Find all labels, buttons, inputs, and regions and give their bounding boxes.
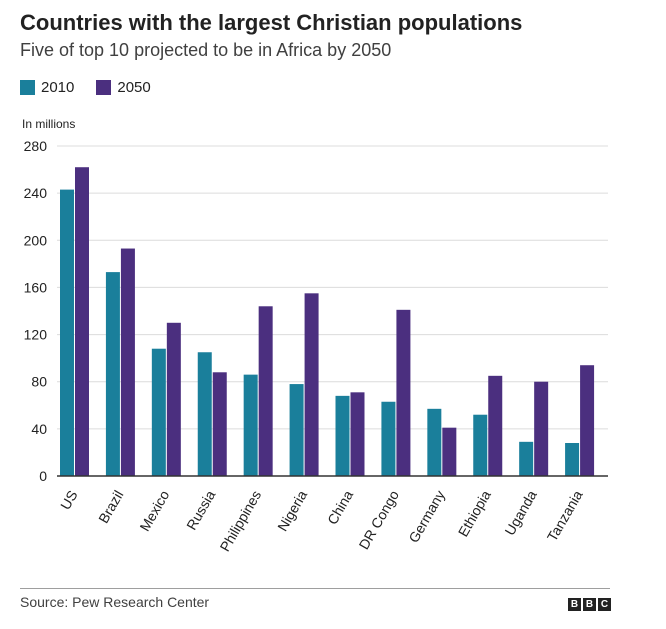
x-tick-label: US bbox=[57, 488, 81, 513]
bar-2010 bbox=[335, 395, 350, 476]
bbc-logo: B B C bbox=[566, 598, 611, 611]
bar-2050 bbox=[580, 365, 595, 476]
x-tick-label: Tanzania bbox=[544, 487, 586, 544]
y-axis-unit-label: In millions bbox=[22, 117, 76, 131]
x-tick-label: Mexico bbox=[136, 487, 172, 534]
bar-2010 bbox=[289, 384, 304, 476]
x-tick-label: Nigeria bbox=[274, 487, 310, 534]
y-tick-label: 240 bbox=[24, 185, 48, 201]
y-tick-label: 280 bbox=[24, 138, 48, 154]
y-tick-label: 40 bbox=[31, 421, 47, 437]
legend-label-2050: 2050 bbox=[117, 79, 151, 96]
bar-2010 bbox=[243, 374, 258, 476]
chart-subtitle: Five of top 10 projected to be in Africa… bbox=[20, 40, 392, 60]
bar-chart: 0 40 80 120 160 200 240 280 US Brazil Mexico Russia… bbox=[24, 138, 608, 555]
x-tick-label: Uganda bbox=[501, 487, 539, 538]
x-tick-label: Germany bbox=[405, 488, 448, 546]
bar-2050 bbox=[534, 381, 549, 476]
x-tick-label: China bbox=[324, 487, 356, 527]
bbc-logo-block: C bbox=[598, 598, 611, 611]
bar-2050 bbox=[350, 392, 365, 476]
bar-2050 bbox=[488, 375, 503, 476]
y-tick-label: 0 bbox=[39, 468, 47, 484]
x-tick-label: Brazil bbox=[95, 488, 126, 526]
legend-item-2010: 2010 bbox=[20, 79, 74, 96]
x-tick-label: Ethiopia bbox=[455, 487, 494, 539]
bar-2050 bbox=[396, 309, 411, 476]
y-tick-label: 120 bbox=[24, 327, 48, 343]
y-tick-label: 160 bbox=[24, 279, 48, 295]
bbc-logo-block: B bbox=[568, 598, 581, 611]
x-tick-label: Russia bbox=[183, 487, 218, 532]
bar-2010 bbox=[60, 189, 74, 476]
footer-divider bbox=[20, 588, 610, 589]
bar-2010 bbox=[565, 443, 580, 476]
bar-2050 bbox=[442, 427, 457, 476]
bar-2010 bbox=[381, 401, 396, 476]
bar-2010 bbox=[197, 352, 212, 476]
legend-swatch-2050 bbox=[96, 80, 112, 95]
source-note: Source: Pew Research Center bbox=[20, 594, 210, 610]
bar-2050 bbox=[212, 372, 227, 476]
bar-2010 bbox=[105, 272, 120, 476]
legend-label-2010: 2010 bbox=[41, 79, 75, 96]
legend-item-2050: 2050 bbox=[96, 79, 151, 96]
bar-2010 bbox=[427, 408, 442, 476]
bar-2050 bbox=[75, 167, 89, 476]
bar-2050 bbox=[258, 306, 273, 476]
bar-2050 bbox=[304, 293, 319, 476]
x-tick-label: DR Congo bbox=[355, 487, 402, 552]
bar-2010 bbox=[519, 441, 534, 476]
chart-title: Countries with the largest Christian pop… bbox=[20, 10, 523, 35]
bbc-logo-block: B bbox=[583, 598, 596, 611]
y-tick-label: 80 bbox=[31, 374, 47, 390]
bar-2050 bbox=[166, 322, 181, 476]
legend: 2010 2050 bbox=[20, 79, 173, 96]
y-tick-label: 200 bbox=[24, 232, 48, 248]
bar-2050 bbox=[120, 248, 135, 476]
legend-swatch-2010 bbox=[20, 80, 35, 95]
bar-2010 bbox=[473, 414, 488, 476]
bar-2010 bbox=[151, 348, 166, 476]
x-tick-label: Philippines bbox=[217, 488, 265, 555]
